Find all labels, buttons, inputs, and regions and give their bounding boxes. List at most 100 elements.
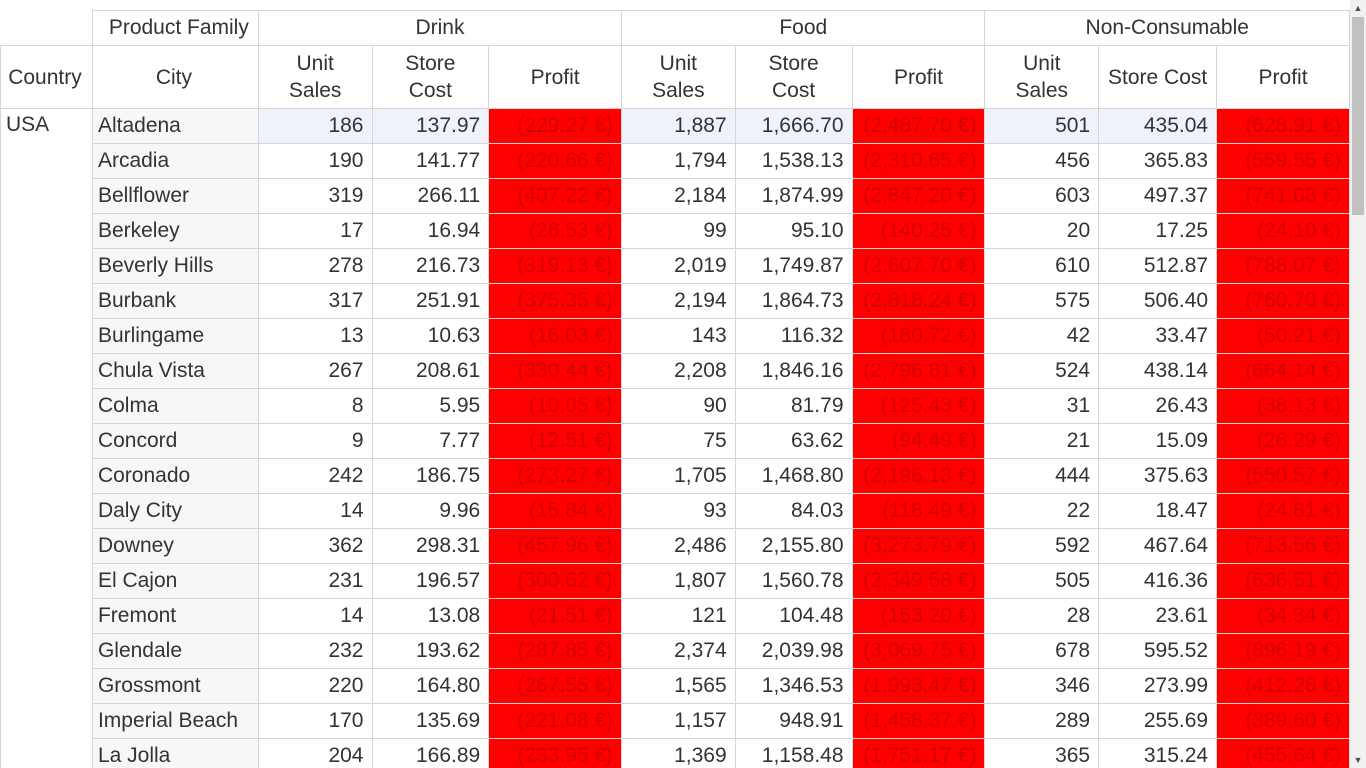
store-cost-cell[interactable]: 9.96: [371, 493, 490, 529]
unit-sales-cell[interactable]: 121: [621, 598, 736, 634]
row-header-city[interactable]: Glendale: [91, 633, 259, 669]
unit-sales-cell[interactable]: 2,019: [621, 248, 736, 284]
unit-sales-cell[interactable]: 575: [984, 283, 1100, 319]
profit-cell[interactable]: (50.21 €): [1216, 318, 1350, 354]
unit-sales-cell[interactable]: 186: [257, 108, 373, 144]
table-row[interactable]: Colma 8 5.95 (10.05 €) 90 81.79 (125.43 €) 31 26…: [1, 388, 1350, 424]
measure-header-unit-sales[interactable]: Unit Sales: [257, 45, 373, 109]
store-cost-cell[interactable]: 416.36: [1098, 563, 1218, 599]
store-cost-cell[interactable]: 26.43: [1098, 388, 1218, 424]
profit-cell[interactable]: (287.85 €): [488, 633, 623, 669]
profit-cell[interactable]: (550.57 €): [1216, 458, 1350, 494]
table-row[interactable]: Beverly Hills 278 216.73 (319.13 €) 2,019 1,7…: [1, 248, 1350, 284]
store-cost-cell[interactable]: 17.25: [1098, 213, 1218, 249]
measure-header-store-cost[interactable]: Store Cost: [1098, 45, 1218, 109]
unit-sales-cell[interactable]: 2,208: [621, 353, 736, 389]
store-cost-cell[interactable]: 1,468.80: [734, 458, 853, 494]
table-row[interactable]: Concord 9 7.77 (12.51 €) 75 63.62 (94.49 €) 21 1…: [1, 423, 1350, 459]
unit-sales-cell[interactable]: 22: [984, 493, 1100, 529]
profit-cell[interactable]: (2,196.13 €): [851, 458, 986, 494]
store-cost-cell[interactable]: 5.95: [371, 388, 490, 424]
unit-sales-cell[interactable]: 17: [257, 213, 373, 249]
unit-sales-cell[interactable]: 28: [984, 598, 1100, 634]
store-cost-cell[interactable]: 16.94: [371, 213, 490, 249]
profit-cell[interactable]: (16.03 €): [488, 318, 623, 354]
profit-cell[interactable]: (788.07 €): [1216, 248, 1350, 284]
profit-cell[interactable]: (3,273.79 €): [851, 528, 986, 564]
profit-cell[interactable]: (140.25 €): [851, 213, 986, 249]
store-cost-cell[interactable]: 196.57: [371, 563, 490, 599]
profit-cell[interactable]: (26.29 €): [1216, 423, 1350, 459]
profit-cell[interactable]: (153.20 €): [851, 598, 986, 634]
unit-sales-cell[interactable]: 1,887: [621, 108, 736, 144]
profit-cell[interactable]: (1,751.17 €): [851, 738, 986, 768]
unit-sales-cell[interactable]: 2,374: [621, 633, 736, 669]
store-cost-cell[interactable]: 13.08: [371, 598, 490, 634]
row-header-city[interactable]: La Jolla: [91, 738, 259, 768]
unit-sales-cell[interactable]: 2,184: [621, 178, 736, 214]
profit-cell[interactable]: (2,818.24 €): [851, 283, 986, 319]
store-cost-cell[interactable]: 104.48: [734, 598, 853, 634]
store-cost-cell[interactable]: 273.99: [1098, 668, 1218, 704]
store-cost-cell[interactable]: 1,666.70: [734, 108, 853, 144]
store-cost-cell[interactable]: 23.61: [1098, 598, 1218, 634]
table-row[interactable]: Imperial Beach 170 135.69 (221.08 €) 1,157 94…: [1, 703, 1350, 739]
unit-sales-cell[interactable]: 21: [984, 423, 1100, 459]
store-cost-cell[interactable]: 141.77: [371, 143, 490, 179]
store-cost-cell[interactable]: 10.63: [371, 318, 490, 354]
profit-cell[interactable]: (233.95 €): [488, 738, 623, 768]
profit-cell[interactable]: (221.08 €): [488, 703, 623, 739]
store-cost-cell[interactable]: 2,039.98: [734, 633, 853, 669]
store-cost-cell[interactable]: 164.80: [371, 668, 490, 704]
store-cost-cell[interactable]: 135.69: [371, 703, 490, 739]
row-header-city[interactable]: Beverly Hills: [91, 248, 259, 284]
store-cost-cell[interactable]: 186.75: [371, 458, 490, 494]
store-cost-cell[interactable]: 33.47: [1098, 318, 1218, 354]
unit-sales-cell[interactable]: 75: [621, 423, 736, 459]
product-family-field-header[interactable]: Product Family: [91, 10, 259, 46]
store-cost-cell[interactable]: 948.91: [734, 703, 853, 739]
unit-sales-cell[interactable]: 346: [984, 668, 1100, 704]
unit-sales-cell[interactable]: 231: [257, 563, 373, 599]
profit-cell[interactable]: (713.56 €): [1216, 528, 1350, 564]
unit-sales-cell[interactable]: 14: [257, 598, 373, 634]
store-cost-cell[interactable]: 506.40: [1098, 283, 1218, 319]
unit-sales-cell[interactable]: 2,486: [621, 528, 736, 564]
unit-sales-cell[interactable]: 317: [257, 283, 373, 319]
profit-cell[interactable]: (24.81 €): [1216, 493, 1350, 529]
vertical-scrollbar[interactable]: ▲ ▼: [1350, 0, 1366, 768]
unit-sales-cell[interactable]: 362: [257, 528, 373, 564]
table-row[interactable]: Arcadia 190 141.77 (220.66 €) 1,794 1,538.13(…: [1, 143, 1350, 179]
store-cost-cell[interactable]: 595.52: [1098, 633, 1218, 669]
table-row[interactable]: El Cajon 231 196.57 (300.62 €) 1,807 1,560.78…: [1, 563, 1350, 599]
table-row[interactable]: Glendale 232 193.62 (287.85 €) 2,374 2,039.98…: [1, 633, 1350, 669]
unit-sales-cell[interactable]: 31: [984, 388, 1100, 424]
store-cost-cell[interactable]: 1,346.53: [734, 668, 853, 704]
row-header-city[interactable]: Concord: [91, 423, 259, 459]
unit-sales-cell[interactable]: 592: [984, 528, 1100, 564]
profit-cell[interactable]: (1,993.47 €): [851, 668, 986, 704]
unit-sales-cell[interactable]: 170: [257, 703, 373, 739]
store-cost-cell[interactable]: 63.62: [734, 423, 853, 459]
profit-cell[interactable]: (300.62 €): [488, 563, 623, 599]
profit-cell[interactable]: (38.13 €): [1216, 388, 1350, 424]
unit-sales-cell[interactable]: 242: [257, 458, 373, 494]
unit-sales-cell[interactable]: 289: [984, 703, 1100, 739]
table-row[interactable]: Coronado 242 186.75 (273.27 €) 1,705 1,468.80…: [1, 458, 1350, 494]
unit-sales-cell[interactable]: 1,565: [621, 668, 736, 704]
row-header-city[interactable]: Imperial Beach: [91, 703, 259, 739]
profit-cell[interactable]: (2,310.65 €): [851, 143, 986, 179]
store-cost-cell[interactable]: 7.77: [371, 423, 490, 459]
unit-sales-cell[interactable]: 90: [621, 388, 736, 424]
measure-header-profit[interactable]: Profit: [851, 45, 986, 109]
row-header-city[interactable]: Daly City: [91, 493, 259, 529]
row-header-city[interactable]: Grossmont: [91, 668, 259, 704]
store-cost-cell[interactable]: 298.31: [371, 528, 490, 564]
profit-cell[interactable]: (741.08 €): [1216, 178, 1350, 214]
city-field-header[interactable]: City: [91, 45, 259, 109]
profit-cell[interactable]: (2,796.81 €): [851, 353, 986, 389]
store-cost-cell[interactable]: 137.97: [371, 108, 490, 144]
profit-cell[interactable]: (330.44 €): [488, 353, 623, 389]
table-row[interactable]: Bellflower 319 266.11 (407.22 €) 2,184 1,874.…: [1, 178, 1350, 214]
store-cost-cell[interactable]: 216.73: [371, 248, 490, 284]
